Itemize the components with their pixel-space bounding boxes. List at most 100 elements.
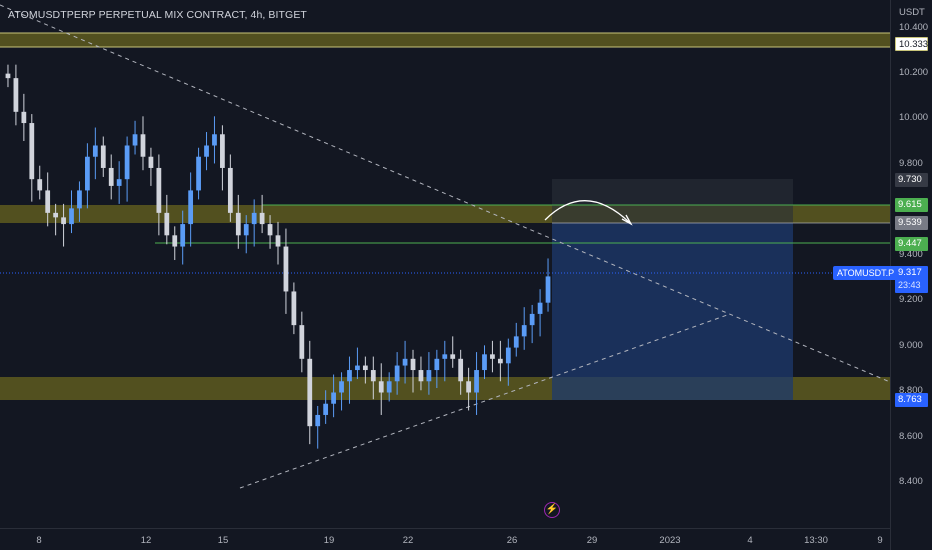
candle-body (545, 276, 551, 303)
candle-body (116, 179, 122, 186)
candle-body (529, 313, 535, 326)
time-tick: 22 (402, 535, 414, 546)
candle-body (386, 381, 392, 393)
candle-body (37, 179, 43, 191)
time-tick: 8 (36, 535, 42, 546)
arrow-head-icon (621, 214, 633, 226)
candle-body (275, 235, 281, 247)
candle-body (466, 381, 471, 393)
candle-body (92, 145, 98, 157)
candle-body (21, 111, 27, 124)
candle-body (188, 190, 194, 225)
candle-body (474, 370, 479, 393)
candle-body (434, 358, 440, 371)
candle-body (505, 347, 511, 364)
candle-body (140, 134, 146, 157)
candle-body (156, 167, 162, 213)
price-tick: 8.600 (899, 431, 923, 442)
time-tick: 26 (506, 535, 518, 546)
candle-body (402, 358, 408, 366)
candle-body (378, 381, 384, 393)
candle-body (204, 145, 209, 157)
price-tick: 10.000 (899, 112, 929, 123)
time-tick: 13:30 (804, 535, 828, 546)
candle-body (307, 358, 313, 427)
resistance-price-badge: 10.333 (895, 37, 928, 51)
target-box-lower (552, 223, 793, 400)
price-tick: 8.800 (899, 385, 923, 396)
candle-body (283, 246, 289, 292)
candle-body (212, 134, 217, 146)
candle-body (490, 354, 495, 359)
candle-body (29, 123, 35, 180)
candle-body (148, 156, 154, 168)
candle-body (291, 291, 297, 326)
candle-body (53, 212, 59, 218)
candle-body (521, 325, 527, 337)
candle-body (315, 414, 321, 427)
candle-body (164, 212, 170, 236)
candle-body (267, 224, 273, 236)
time-tick: 15 (217, 535, 229, 546)
candle-body (458, 358, 464, 382)
candle-body (442, 354, 448, 359)
green-line-upper-badge: 9.615 (895, 198, 928, 212)
candle-body (132, 134, 138, 146)
candle-body (410, 358, 416, 371)
chart-plot-area[interactable] (0, 0, 890, 528)
candle-body (13, 78, 19, 112)
target-price-badge: 9.539 (895, 216, 928, 230)
candle-body (497, 358, 503, 364)
candle-body (418, 370, 424, 382)
price-tick: 9.400 (899, 249, 923, 260)
resistance-zone (0, 33, 890, 47)
candle-body (196, 156, 201, 191)
time-axis[interactable]: 8 12 15 19 22 26 29 2023 4 13:30 9 (0, 528, 890, 550)
time-tick: 12 (140, 535, 152, 546)
lightning-replay-icon[interactable]: ⚡ (544, 502, 560, 518)
price-tick: 10.200 (899, 67, 929, 78)
currency-label: USDT (899, 7, 925, 18)
green-line-lower-badge: 9.447 (895, 237, 928, 251)
price-tick: 9.800 (899, 158, 923, 169)
candle-body (220, 134, 225, 168)
descending-trendline[interactable] (0, 4, 890, 383)
time-tick: 29 (586, 535, 598, 546)
candles (5, 64, 551, 449)
target-box-top-badge: 9.730 (895, 173, 928, 187)
time-tick: 9 (877, 535, 883, 546)
candle-body (61, 217, 66, 225)
candle-body (235, 212, 241, 236)
candle-body (180, 224, 186, 247)
last-price-value: 9.317 (898, 267, 922, 278)
candle-body (124, 145, 130, 180)
candle-body (251, 212, 257, 225)
time-tick: 4 (747, 535, 753, 546)
candle-body (331, 392, 336, 404)
ascending-trendline[interactable] (239, 313, 731, 489)
time-tick: 2023 (659, 535, 681, 546)
time-tick: 19 (323, 535, 335, 546)
candle-body (227, 167, 233, 213)
candle-body (108, 167, 114, 186)
candle-body (450, 354, 456, 359)
candle-body (339, 381, 344, 393)
candle-body (323, 403, 329, 415)
candle-body (394, 365, 400, 382)
price-tick: 8.400 (899, 476, 923, 487)
candle-body (370, 370, 376, 382)
candle-body (100, 145, 106, 168)
projection-arrow[interactable] (544, 200, 631, 224)
price-tick: 10.400 (899, 22, 929, 33)
candle-body (69, 208, 74, 225)
candle-body (537, 302, 543, 314)
candle-body (513, 336, 519, 348)
last-price-badge: 9.317 23:43 (895, 266, 928, 293)
candle-body (243, 224, 249, 236)
price-tick: 9.000 (899, 340, 923, 351)
candle-body (172, 235, 178, 247)
candle-body (482, 354, 487, 371)
candle-body (45, 190, 51, 213)
price-tick: 9.200 (899, 294, 923, 305)
candle-body (426, 370, 432, 382)
